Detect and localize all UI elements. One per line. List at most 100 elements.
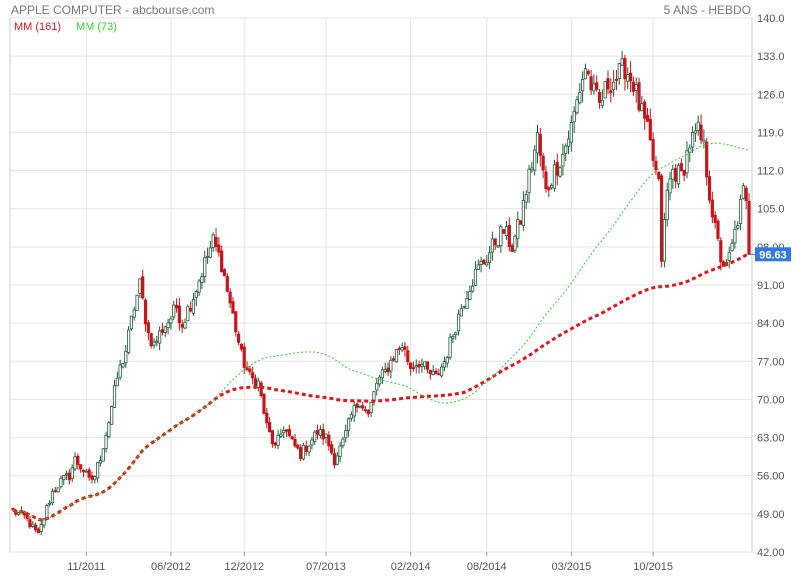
candle-body <box>654 160 658 171</box>
candle-body <box>530 167 534 171</box>
x-tick-label: 11/2011 <box>67 561 105 573</box>
candle-body <box>324 433 328 438</box>
candle-body <box>160 329 165 333</box>
candle-body <box>564 145 568 154</box>
candle-body <box>98 459 103 464</box>
candle-body <box>299 447 303 460</box>
candle-body <box>648 118 652 141</box>
candle-body <box>101 448 105 462</box>
y-tick-label: 119.0 <box>757 127 784 139</box>
candle-body <box>476 264 480 270</box>
candle-body <box>104 434 108 449</box>
candle-body <box>349 414 353 419</box>
candle-body <box>499 226 503 247</box>
candle-body <box>358 405 362 408</box>
candle-body <box>462 305 466 308</box>
candle-body <box>50 490 55 504</box>
candle-body <box>279 433 283 437</box>
chart-title: APPLE COMPUTER - abcbourse.com <box>11 3 214 17</box>
y-tick-label: 56.00 <box>757 471 785 483</box>
candle-body <box>259 382 263 397</box>
x-tick-label: 03/2015 <box>551 561 591 573</box>
candle-body <box>361 405 365 409</box>
candle-body <box>296 444 300 449</box>
last-price-tag-bg <box>755 247 791 262</box>
candle-body <box>214 236 218 247</box>
candle-body <box>84 470 88 473</box>
candle-body <box>380 369 385 379</box>
candle-body <box>282 430 286 434</box>
candle-body <box>628 72 633 82</box>
candle-body <box>81 469 86 473</box>
candle-body <box>36 528 40 534</box>
candle-body <box>487 252 492 263</box>
candle-body <box>581 79 585 92</box>
y-tick-label: 140.0 <box>757 13 785 25</box>
candle-body <box>400 347 404 351</box>
candle-body <box>56 487 60 493</box>
candle-body <box>166 322 170 329</box>
candle-body <box>197 280 201 293</box>
candle-body <box>496 245 500 248</box>
candle-body <box>691 132 695 148</box>
y-tick-label: 70.00 <box>757 394 785 406</box>
candle-body <box>90 475 94 480</box>
candle-body <box>665 189 669 221</box>
candle-body <box>265 412 269 424</box>
candle-body <box>741 185 745 199</box>
candle-body <box>95 462 100 479</box>
candle-body <box>236 333 241 343</box>
candle-body <box>727 252 731 261</box>
candle-body <box>603 80 607 99</box>
candle-body <box>268 422 272 433</box>
candle-body <box>710 199 714 218</box>
candle-body <box>465 298 469 309</box>
candle-body <box>200 276 204 283</box>
candle-body <box>234 311 238 333</box>
candle-body <box>73 456 77 470</box>
candle-body <box>132 309 136 318</box>
candle-body <box>411 367 416 370</box>
y-tick-label: 133.0 <box>757 51 785 63</box>
candle-body <box>369 402 373 413</box>
candle-body <box>363 409 368 412</box>
candle-body <box>403 346 407 350</box>
candle-body <box>406 350 410 362</box>
candle-body <box>744 187 748 202</box>
candle-body <box>53 490 57 493</box>
candle-body <box>716 220 720 239</box>
candle-body <box>631 81 635 92</box>
candle-body <box>682 169 686 176</box>
x-tick-label: 10/2015 <box>633 561 673 573</box>
candle-body <box>107 422 111 438</box>
candle-body <box>730 242 734 251</box>
last-price-value: 96.63 <box>759 249 787 261</box>
candle-body <box>129 315 134 330</box>
candle-body <box>578 92 582 104</box>
candle-body <box>228 291 232 304</box>
candle-body <box>707 176 712 201</box>
candle-body <box>738 198 743 224</box>
candle-body <box>617 63 621 79</box>
last-price-tag: 96.63 <box>755 247 791 262</box>
candle-body <box>527 168 531 193</box>
candle-body <box>645 114 650 122</box>
y-tick-label: 126.0 <box>757 89 785 101</box>
candle-body <box>377 376 382 385</box>
candle-body <box>124 350 128 364</box>
candles <box>11 50 751 536</box>
candle-body <box>217 244 221 253</box>
candle-body <box>626 74 630 82</box>
candle-body <box>493 238 497 246</box>
candle-body <box>208 247 212 258</box>
candle-body <box>702 139 706 143</box>
candle-body <box>321 429 325 440</box>
candle-body <box>428 370 432 375</box>
candle-body <box>490 238 494 253</box>
period-label: 5 ANS - HEBDO <box>664 3 751 17</box>
candle-body <box>693 130 698 134</box>
candle-body <box>637 82 641 111</box>
candle-body <box>471 285 475 292</box>
